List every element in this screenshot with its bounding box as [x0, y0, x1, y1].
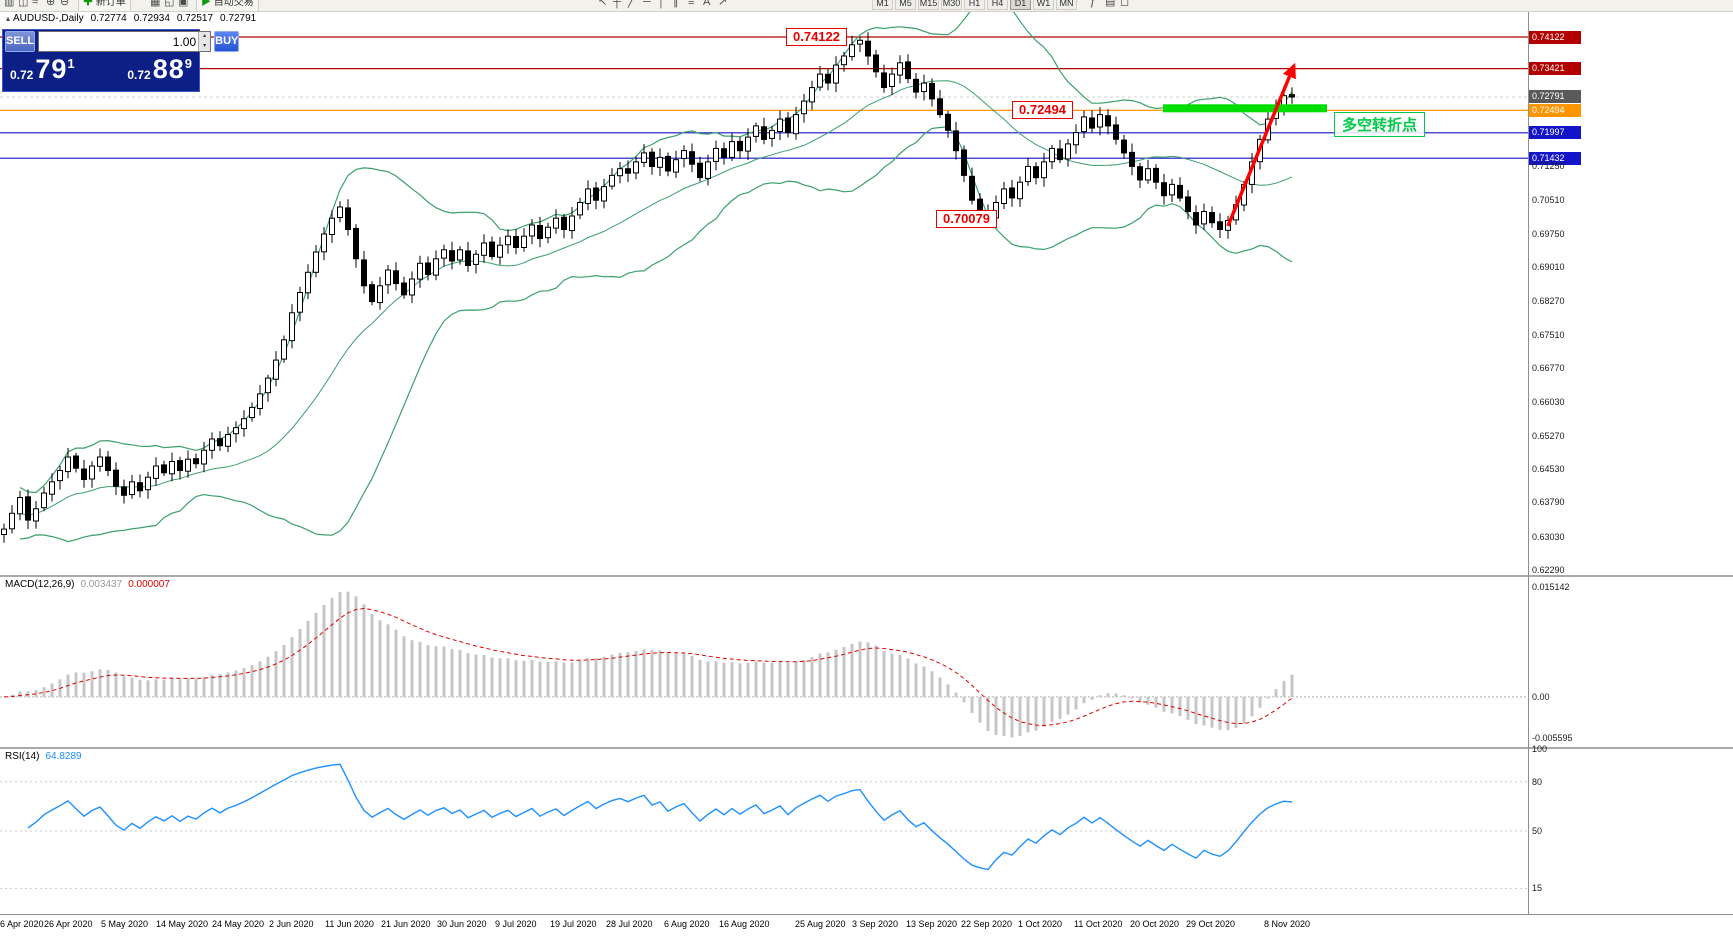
rsi-value: 64.8289 — [45, 751, 82, 762]
buy-price-sup: 9 — [184, 56, 192, 71]
text-label-icon[interactable]: A — [703, 0, 711, 8]
timeframe-m1[interactable]: M1 — [872, 0, 893, 10]
macd-main-value: 0.003437 — [80, 579, 123, 590]
rsi-label: RSI(14) 64.8289 — [5, 751, 82, 762]
symbol-period-label: AUDUSD-,Daily — [13, 13, 84, 24]
support-zone-highlight[interactable] — [1163, 104, 1327, 113]
macd-label: MACD(12,26,9) 0.003437 0.000007 — [5, 579, 170, 590]
templates-icon[interactable]: ▤ — [1105, 0, 1116, 8]
vertical-line-icon[interactable]: │ — [658, 0, 665, 8]
bar-chart-icon[interactable]: ▥ — [4, 0, 15, 8]
top-toolbar: ▥ ◫ ≈ ⊕ ⊖ ✚ 新订单 ▦ ◱ ▣ ▶ 自动交易 ↖ ┼ ╱ ─ │ ∥ ≡ A ↗ M1 M5 M15 M30 H1… — [0, 0, 1733, 12]
timeframe-mn[interactable]: MN — [1056, 0, 1077, 10]
timeframe-d1[interactable]: D1 — [1010, 0, 1031, 10]
sell-price-small: 0.72 — [10, 68, 34, 82]
autotrading-button[interactable]: ▶ 自动交易 — [196, 0, 259, 11]
timeframe-h4[interactable]: H4 — [987, 0, 1008, 10]
timeframe-m5[interactable]: M5 — [895, 0, 916, 10]
timeframe-h1[interactable]: H1 — [964, 0, 985, 10]
buy-button[interactable]: BUY — [214, 31, 240, 52]
timeframe-m30[interactable]: M30 — [941, 0, 962, 10]
panel-borders — [0, 11, 1733, 915]
sell-button[interactable]: SELL — [5, 31, 36, 52]
horizontal-line-icon[interactable]: ─ — [643, 0, 651, 8]
full-screen-icon[interactable]: ◻ — [1120, 0, 1130, 8]
macd-indicator — [0, 591, 1528, 738]
bollinger-bands — [19, 0, 1293, 543]
candlesticks — [1, 32, 1295, 543]
volume-up-button[interactable]: ▴ — [198, 32, 211, 42]
price-annotation[interactable]: 0.70079 — [936, 210, 997, 229]
horizontal-level-lines[interactable] — [0, 36, 1528, 159]
open-value: 0.72774 — [90, 13, 127, 24]
rsi-name: RSI(14) — [5, 751, 40, 762]
macd-signal-value: 0.000007 — [128, 579, 170, 590]
tile-windows-icon[interactable]: ▦ — [150, 0, 161, 8]
buy-price: 0.72 88 9 — [127, 54, 192, 85]
zoom-out-icon[interactable]: ⊖ — [60, 0, 70, 8]
volume-spinner: ▴ ▾ — [198, 32, 211, 51]
expand-triangle-icon: ▴ — [6, 14, 11, 23]
sell-price-big: 79 — [35, 54, 68, 84]
cursor-icon[interactable]: ↖ — [598, 0, 608, 8]
zoom-in-icon[interactable]: ⊕ — [46, 0, 56, 8]
crosshair-icon[interactable]: ┼ — [613, 0, 621, 8]
buy-price-small: 0.72 — [127, 68, 151, 82]
price-annotation[interactable]: 0.74122 — [786, 28, 847, 47]
trendline-icon[interactable]: ╱ — [628, 0, 635, 8]
sell-price-sup: 1 — [67, 56, 75, 71]
close-value: 0.72791 — [220, 13, 257, 24]
arrow-icon[interactable]: ↗ — [718, 0, 728, 8]
volume-down-button[interactable]: ▾ — [198, 41, 211, 51]
toolbar-icons-strip: ▥ ◫ ≈ ⊕ ⊖ ✚ 新订单 ▦ ◱ ▣ ▶ 自动交易 ↖ ┼ ╱ ─ │ ∥ ≡ A ↗ M1 M5 M15 M30 H1… — [0, 0, 1733, 11]
trade-prices-row: 0.72 79 1 0.72 88 9 — [3, 52, 199, 85]
candlestick-chart-icon[interactable]: ◫ — [18, 0, 29, 8]
macd-name: MACD(12,26,9) — [5, 579, 75, 590]
indicators-icon[interactable]: ƒ — [1090, 0, 1097, 8]
one-click-trade-panel: SELL ▴ ▾ BUY 0.72 79 1 0.72 88 9 — [2, 29, 240, 92]
cascade-windows-icon[interactable]: ◱ — [164, 0, 175, 8]
volume-input[interactable] — [39, 32, 199, 51]
channel-icon[interactable]: ∥ — [673, 0, 679, 8]
fibonacci-icon[interactable]: ≡ — [688, 0, 695, 8]
price-annotation[interactable]: 0.72494 — [1012, 101, 1073, 120]
timeframe-m15[interactable]: M15 — [918, 0, 939, 10]
buy-price-big: 88 — [152, 54, 185, 84]
ohlc-readout: ▴ AUDUSD-,Daily 0.72774 0.72934 0.72517 0.727… — [6, 13, 263, 24]
low-value: 0.72517 — [176, 13, 214, 24]
line-chart-icon[interactable]: ≈ — [32, 0, 39, 8]
timeframe-w1[interactable]: W1 — [1033, 0, 1054, 10]
trend-arrow[interactable] — [1226, 62, 1296, 227]
new-order-button[interactable]: ✚ 新订单 — [78, 0, 131, 11]
high-value: 0.72934 — [133, 13, 170, 24]
sell-price: 0.72 79 1 — [10, 54, 75, 85]
arrange-icon[interactable]: ▣ — [178, 0, 189, 8]
trade-controls-row: SELL ▴ ▾ BUY — [3, 30, 240, 52]
volume-box: ▴ ▾ — [38, 31, 212, 52]
rsi-indicator — [0, 763, 1528, 889]
turning-point-note[interactable]: 多空转折点 — [1334, 112, 1426, 137]
